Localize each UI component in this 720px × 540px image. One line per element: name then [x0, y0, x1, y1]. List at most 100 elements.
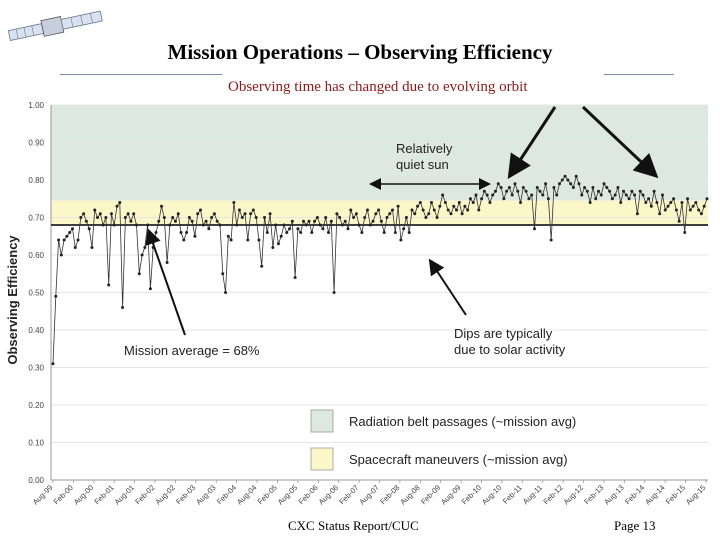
- data-point: [627, 197, 631, 201]
- data-point: [485, 193, 489, 197]
- data-point: [563, 174, 567, 178]
- x-tick-label: Feb-02: [133, 483, 156, 506]
- data-point: [129, 219, 133, 223]
- x-tick-label: Aug-06: [317, 483, 340, 506]
- data-point: [686, 197, 690, 201]
- data-point: [460, 212, 464, 216]
- data-point: [335, 212, 339, 216]
- data-point: [524, 189, 528, 193]
- data-point: [315, 216, 319, 219]
- annotation-dips-line1: Dips are typically: [454, 326, 553, 341]
- data-point: [143, 246, 147, 249]
- data-point: [688, 208, 692, 212]
- data-point: [357, 223, 361, 227]
- annotation-mission-average: Mission average = 68%: [124, 343, 260, 358]
- data-point: [599, 193, 603, 197]
- data-point: [413, 212, 417, 216]
- arrow-dips: [428, 258, 467, 316]
- x-tick-label: Aug-15: [684, 483, 707, 506]
- data-point: [165, 261, 169, 264]
- y-tick-label: 0.10: [28, 439, 44, 448]
- data-point: [588, 201, 592, 204]
- data-point: [235, 223, 239, 227]
- data-point: [699, 212, 703, 216]
- observing-efficiency-chart: 0.00 0.10 0.20 0.30 0.40 0.50 0.60 0.70 0.80 0.90…: [5, 101, 709, 507]
- data-point: [193, 234, 197, 238]
- data-point: [638, 189, 642, 193]
- y-tick-label: 0.20: [28, 401, 44, 410]
- data-point: [132, 212, 136, 216]
- data-point: [154, 231, 158, 234]
- data-point: [404, 216, 408, 219]
- data-point: [360, 231, 364, 234]
- data-point: [140, 253, 144, 257]
- y-tick-label: 1.00: [28, 101, 44, 110]
- x-tick-label: Aug-10: [480, 483, 503, 506]
- x-tick-label: Feb-05: [256, 483, 279, 506]
- data-point: [196, 212, 200, 216]
- data-point: [296, 227, 300, 231]
- data-point: [641, 193, 645, 197]
- data-point: [293, 276, 297, 279]
- data-point: [84, 219, 88, 223]
- x-tick-label: Feb-15: [664, 483, 687, 506]
- data-point: [224, 291, 228, 294]
- data-point: [382, 231, 386, 234]
- data-point: [343, 219, 347, 223]
- data-point: [468, 197, 472, 201]
- data-point: [591, 186, 595, 189]
- data-point: [126, 212, 130, 216]
- data-point: [260, 264, 264, 268]
- data-point: [560, 178, 564, 182]
- data-point: [299, 231, 303, 234]
- title-rule-left: [60, 74, 222, 75]
- title-rule-right: [604, 74, 674, 75]
- data-point: [674, 208, 678, 212]
- x-tick-label: Aug-07: [357, 483, 380, 506]
- data-point: [474, 193, 478, 197]
- data-point: [399, 238, 403, 242]
- data-point: [346, 227, 350, 231]
- data-point: [571, 186, 575, 189]
- data-point: [115, 204, 119, 208]
- x-tick-label: Feb-09: [419, 483, 442, 506]
- data-point: [393, 231, 397, 234]
- data-point: [466, 208, 470, 212]
- data-point: [566, 178, 570, 182]
- data-point: [608, 189, 612, 193]
- data-point: [516, 189, 520, 193]
- data-point: [134, 223, 138, 227]
- y-tick-label: 0.40: [28, 326, 44, 335]
- data-point: [519, 201, 523, 204]
- data-point: [179, 231, 183, 234]
- data-point: [510, 193, 514, 197]
- data-point: [672, 197, 676, 201]
- data-point: [229, 238, 233, 242]
- y-tick-label: 0.00: [28, 476, 44, 485]
- data-point: [577, 182, 581, 186]
- x-tick-label: Feb-07: [337, 483, 360, 506]
- data-point: [658, 212, 662, 216]
- data-point: [290, 219, 294, 223]
- data-point: [232, 201, 236, 204]
- data-point: [249, 212, 253, 216]
- data-point: [644, 201, 648, 204]
- data-point: [505, 189, 509, 193]
- data-point: [521, 186, 525, 189]
- data-point: [204, 219, 208, 223]
- data-point: [82, 212, 86, 216]
- x-tick-label: Feb-14: [623, 483, 646, 506]
- x-tick-label: Aug-02: [153, 483, 176, 506]
- x-tick-label: Aug-01: [113, 483, 136, 506]
- x-tick-labels: Aug-99Feb-00Aug-00Feb-01Aug-01Feb-02Aug-…: [31, 483, 707, 506]
- data-point: [619, 201, 623, 204]
- data-point: [488, 201, 492, 204]
- x-tick-label: Aug-03: [194, 483, 217, 506]
- data-point: [655, 201, 659, 204]
- data-point: [535, 186, 539, 189]
- x-tick-label: Feb-08: [378, 483, 401, 506]
- data-point: [93, 208, 97, 212]
- data-point: [594, 197, 598, 201]
- data-point: [276, 242, 280, 246]
- data-point: [363, 216, 367, 219]
